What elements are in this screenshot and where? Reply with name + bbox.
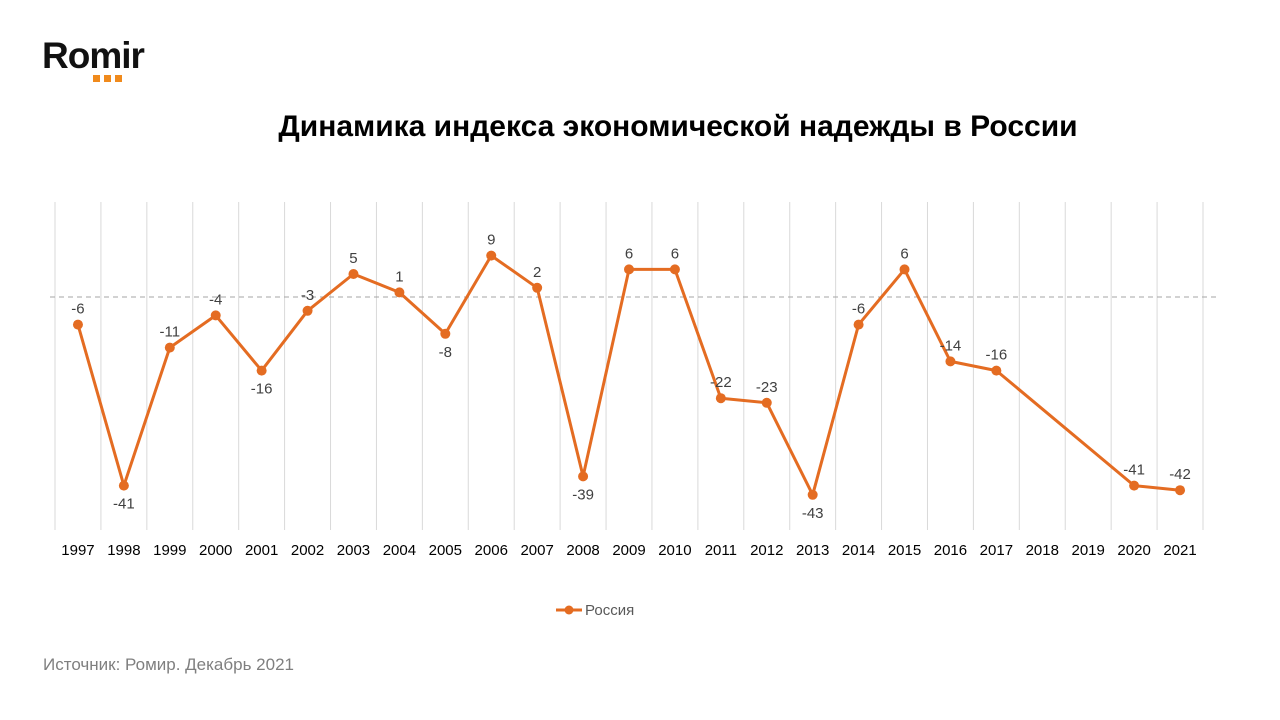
data-label: -8 [439, 344, 452, 361]
x-tick-label: 2001 [245, 542, 278, 559]
data-label: -3 [301, 287, 314, 304]
x-tick-label: 1998 [107, 542, 140, 559]
data-label: 1 [395, 268, 403, 285]
data-label: 6 [900, 245, 908, 262]
data-label: 6 [671, 245, 679, 262]
data-point [807, 489, 818, 500]
data-label: -11 [160, 324, 181, 341]
data-point [853, 319, 864, 330]
data-label: -4 [209, 291, 222, 308]
legend-marker [564, 605, 574, 615]
data-point [761, 397, 772, 408]
x-tick-label: 2010 [658, 542, 691, 559]
data-point [210, 310, 221, 321]
x-tick-label: 2004 [383, 542, 416, 559]
x-tick-label: 2012 [750, 542, 783, 559]
data-label: -16 [986, 347, 1008, 364]
data-point [945, 356, 956, 367]
data-point [624, 264, 634, 275]
x-tick-label: 2005 [429, 542, 462, 559]
romir-logo: Romir [42, 36, 162, 86]
data-point [164, 342, 175, 353]
x-tick-label: 1999 [153, 542, 186, 559]
data-label: -39 [572, 486, 594, 503]
data-point [486, 250, 497, 261]
x-tick-label: 2000 [199, 542, 232, 559]
chart-title: Динамика индекса экономической надежды в… [278, 110, 1078, 143]
data-point [394, 287, 405, 298]
x-tick-label: 2018 [1026, 542, 1059, 559]
data-point [440, 328, 451, 339]
data-point [72, 319, 83, 330]
data-label: -6 [71, 301, 84, 318]
x-tick-label: 2015 [888, 542, 921, 559]
data-point [302, 305, 313, 316]
x-tick-label: 2021 [1163, 542, 1196, 559]
x-tick-label: 2006 [475, 542, 508, 559]
x-tick-label: 2019 [1072, 542, 1105, 559]
data-label: -41 [1123, 462, 1145, 479]
x-tick-label: 2002 [291, 542, 324, 559]
source-note: Источник: Ромир. Декабрь 2021 [43, 655, 294, 674]
data-label: -6 [852, 301, 865, 318]
data-point [899, 264, 910, 275]
data-label: -41 [113, 496, 135, 513]
x-tick-label: 2003 [337, 542, 370, 559]
data-point [348, 269, 359, 279]
data-point [1175, 485, 1186, 496]
data-point [669, 264, 680, 275]
data-label: 9 [487, 232, 495, 249]
data-point [256, 365, 267, 376]
legend-label: Россия [585, 602, 634, 619]
x-tick-label: 2017 [980, 542, 1013, 559]
x-tick-label: 2016 [934, 542, 967, 559]
data-label: 6 [625, 245, 633, 262]
data-label: 2 [533, 264, 541, 281]
x-tick-label: 2020 [1117, 542, 1150, 559]
data-point [715, 393, 726, 404]
x-tick-label: 2014 [842, 542, 875, 559]
logo-dots [93, 75, 122, 82]
data-point [578, 471, 589, 482]
data-label: -43 [802, 505, 824, 522]
data-label: -22 [710, 374, 732, 391]
x-tick-label: 2009 [612, 542, 645, 559]
data-point [1129, 480, 1140, 491]
x-tick-label: 2008 [566, 542, 599, 559]
data-point [991, 365, 1002, 376]
x-tick-label: 2013 [796, 542, 829, 559]
data-label: -23 [756, 379, 778, 396]
data-point [118, 480, 129, 491]
x-tick-label: 2011 [705, 542, 737, 559]
x-tick-label: 2007 [520, 542, 553, 559]
x-tick-label: 1997 [61, 542, 94, 559]
data-label: -14 [940, 337, 962, 354]
logo-wordmark: Romir [42, 35, 145, 76]
series-line-russia [76, 254, 1181, 497]
data-label: 5 [349, 250, 357, 267]
data-label: -16 [251, 381, 273, 398]
data-label: -42 [1169, 466, 1191, 483]
data-point [532, 282, 543, 293]
